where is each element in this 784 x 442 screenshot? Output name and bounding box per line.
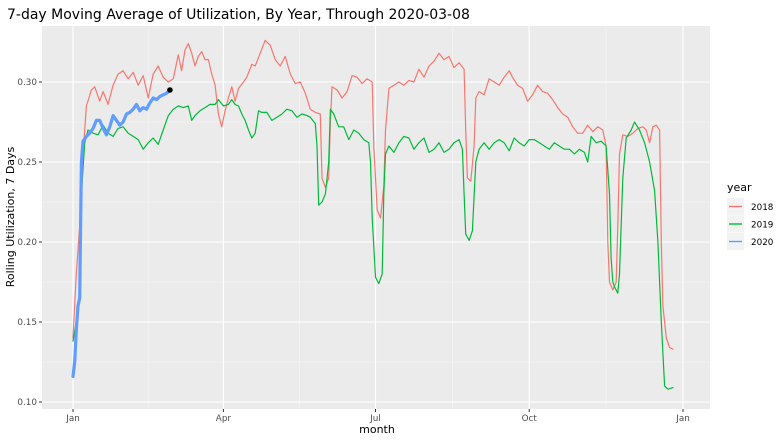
chart-title: 7-day Moving Average of Utilization, By … — [7, 7, 470, 23]
legend-title: year — [727, 181, 752, 194]
x-tick-label: Oct — [522, 414, 538, 424]
y-axis-title: Rolling Utilization, 7 Days — [4, 146, 17, 287]
legend: year 2018 2019 2020 — [727, 181, 774, 250]
x-tick-label: Jan — [65, 414, 80, 424]
y-axis-ticks: 0.10 0.15 0.20 0.25 0.30 — [17, 78, 42, 408]
y-tick-label: 0.10 — [17, 398, 37, 408]
major-gridlines — [42, 26, 710, 409]
x-tick-label: Jan — [675, 414, 690, 424]
end-point-markers — [167, 87, 173, 93]
y-tick-label: 0.15 — [17, 318, 37, 328]
legend-label-2018: 2018 — [751, 203, 773, 213]
x-tick-label: Jul — [369, 414, 381, 424]
y-tick-label: 0.20 — [17, 238, 37, 248]
series-line-2020 — [71, 88, 172, 378]
series-lines — [71, 39, 674, 390]
series-line-2019 — [72, 99, 674, 390]
x-axis-ticks: Jan Apr Jul Oct Jan — [65, 409, 690, 424]
x-tick-label: Apr — [216, 414, 232, 424]
y-tick-label: 0.25 — [17, 158, 37, 168]
series-line-2018 — [72, 39, 674, 350]
end-point-marker — [167, 87, 173, 93]
legend-label-2020: 2020 — [751, 238, 774, 248]
y-tick-label: 0.30 — [17, 78, 37, 88]
x-axis-title: month — [359, 423, 395, 436]
legend-label-2019: 2019 — [751, 221, 773, 231]
